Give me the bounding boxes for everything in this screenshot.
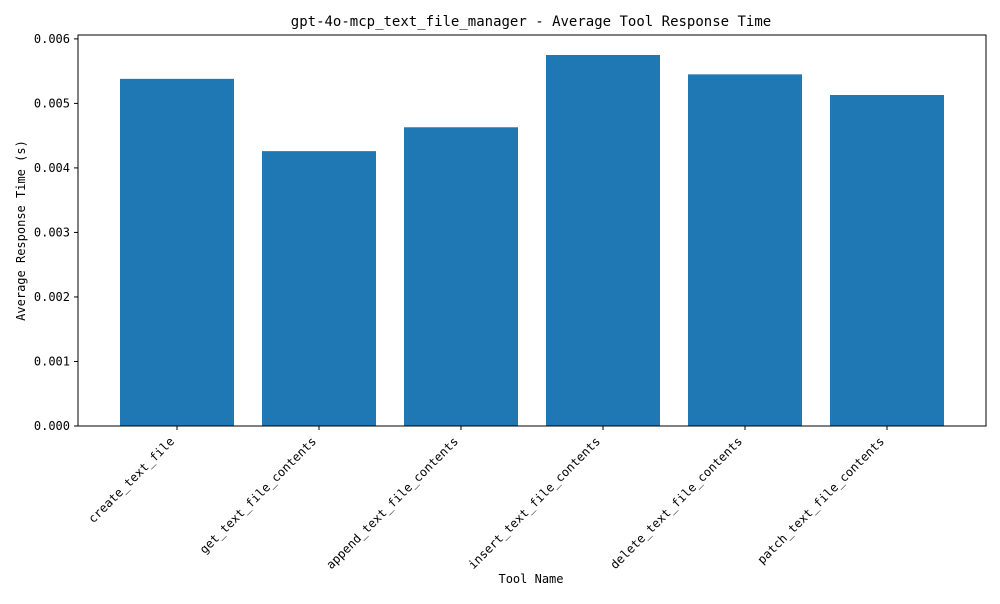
y-tick-label: 0.004 [34, 161, 70, 175]
bar-insert-text-file-contents [546, 55, 660, 427]
x-tick-label: patch_text_file_contents [755, 434, 888, 567]
bar-delete-text-file-contents [688, 74, 802, 426]
x-tick-label: append_text_file_contents [324, 434, 462, 572]
y-tick-label: 0.002 [34, 290, 70, 304]
plot-frame [77, 34, 987, 427]
y-tick-label: 0.006 [34, 32, 70, 46]
y-tick-label: 0.000 [34, 419, 70, 433]
bar-patch-text-file-contents [830, 95, 944, 427]
y-tick-label: 0.003 [34, 225, 70, 239]
x-tick-label: get_text_file_contents [197, 434, 319, 556]
x-tick-label: insert_text_file_contents [466, 434, 604, 572]
bar-append-text-file-contents [404, 127, 518, 426]
x-axis: create_text_file get_text_file_contents ap… [85, 426, 888, 572]
bar-create-text-file [120, 78, 234, 427]
chart-title: gpt-4o-mcp_text_file_manager - Average T… [291, 14, 771, 30]
x-tick-label: delete_text_file_contents [608, 434, 746, 572]
x-axis-label: Tool Name [498, 572, 563, 586]
y-axis: 0.000 0.001 0.002 0.003 0.004 0.005 0.006 [34, 32, 78, 433]
bar-get-text-file-contents [262, 151, 376, 426]
x-tick-label: create_text_file [85, 434, 177, 526]
bars-group [120, 55, 944, 427]
y-tick-label: 0.005 [34, 96, 70, 110]
y-tick-label: 0.001 [34, 354, 70, 368]
y-axis-label: Average Response Time (s) [14, 140, 28, 321]
